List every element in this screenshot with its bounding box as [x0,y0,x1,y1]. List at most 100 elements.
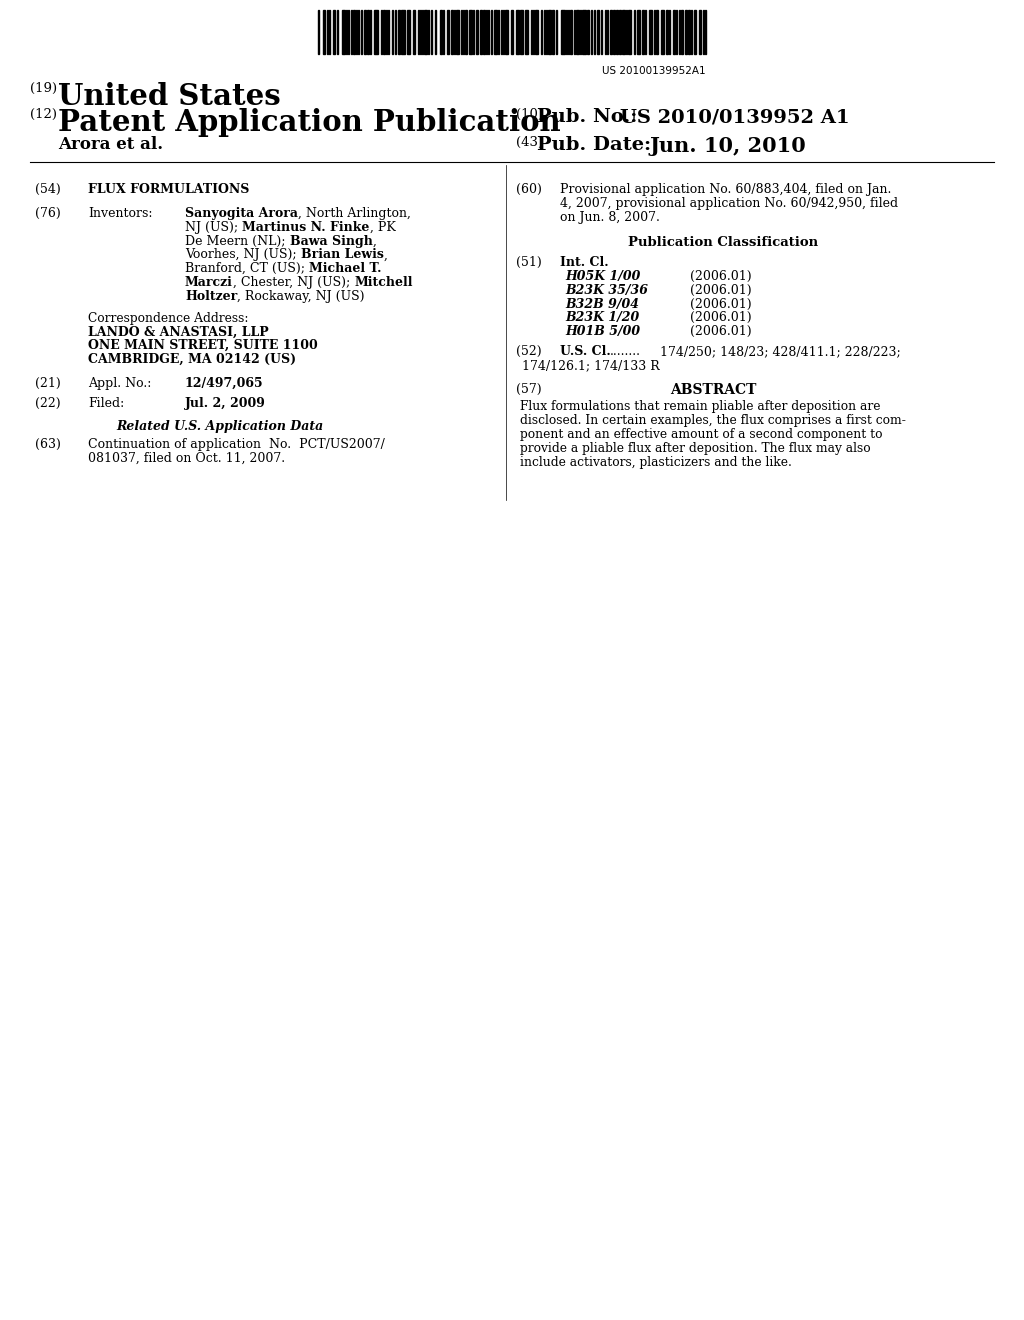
Bar [364,11,366,54]
Text: , PK: , PK [370,220,395,234]
Text: United States: United States [58,82,281,111]
Bar [548,11,551,54]
Bar [561,11,565,54]
Text: 4, 2007, provisional application No. 60/942,950, filed: 4, 2007, provisional application No. 60/… [560,197,898,210]
Text: include activators, plasticizers and the like.: include activators, plasticizers and the… [520,455,792,469]
Bar [582,11,586,54]
Text: H01B 5/00: H01B 5/00 [565,325,640,338]
Text: (10): (10) [516,108,543,121]
Text: (43): (43) [516,136,543,149]
Text: (2006.01): (2006.01) [690,312,752,325]
Text: NJ (US);: NJ (US); [185,220,242,234]
Bar [469,11,472,54]
Text: Holtzer: Holtzer [185,290,238,302]
Bar [525,11,528,54]
Bar [323,11,325,54]
Text: B23K 35/36: B23K 35/36 [565,284,648,297]
Text: Brian Lewis: Brian Lewis [301,248,384,261]
Bar [616,11,618,54]
Bar [642,11,644,54]
Text: (51): (51) [516,256,542,269]
Text: (54): (54) [35,183,60,195]
Text: 174/126.1; 174/133 R: 174/126.1; 174/133 R [522,359,660,372]
Text: Int. Cl.: Int. Cl. [560,256,608,269]
Text: (21): (21) [35,376,60,389]
Text: provide a pliable flux after deposition. The flux may also: provide a pliable flux after deposition.… [520,442,870,455]
Text: (2006.01): (2006.01) [690,284,752,297]
Text: H05K 1/00: H05K 1/00 [565,271,640,282]
Text: LANDO & ANASTASI, LLP: LANDO & ANASTASI, LLP [88,326,268,338]
Bar [440,11,442,54]
Bar [685,11,687,54]
Bar [656,11,658,54]
Bar [597,11,599,54]
Bar [383,11,385,54]
Text: (2006.01): (2006.01) [690,325,752,338]
Bar [628,11,631,54]
Bar [587,11,589,54]
Text: (12): (12) [30,108,57,121]
Bar [398,11,400,54]
Bar [520,11,523,54]
Text: Provisional application No. 60/883,404, filed on Jan.: Provisional application No. 60/883,404, … [560,183,891,195]
Text: (57): (57) [516,383,542,396]
Bar [637,11,640,54]
Text: Correspondence Address:: Correspondence Address: [88,312,249,325]
Text: 081037, filed on Oct. 11, 2007.: 081037, filed on Oct. 11, 2007. [88,451,285,465]
Text: , Rockaway, NJ (US): , Rockaway, NJ (US) [238,290,365,302]
Text: (22): (22) [35,396,60,409]
Text: ABSTRACT: ABSTRACT [670,383,757,396]
Bar [552,11,554,54]
Text: Jun. 10, 2010: Jun. 10, 2010 [650,136,807,156]
Bar [570,11,572,54]
Text: (2006.01): (2006.01) [690,297,752,310]
Text: Bawa Singh: Bawa Singh [290,235,373,248]
Bar [516,11,519,54]
Bar [451,11,453,54]
Text: Continuation of application  No.  PCT/US2007/: Continuation of application No. PCT/US20… [88,438,385,451]
Text: disclosed. In certain examples, the flux comprises a first com-: disclosed. In certain examples, the flux… [520,414,906,428]
Text: (76): (76) [35,207,60,220]
Bar [367,11,369,54]
Bar [353,11,355,54]
Text: B23K 1/20: B23K 1/20 [565,312,639,325]
Bar [447,11,449,54]
Bar [342,11,345,54]
Text: 12/497,065: 12/497,065 [185,376,263,389]
Text: Inventors:: Inventors: [88,207,153,220]
Text: B32B 9/04: B32B 9/04 [565,297,639,310]
Bar [407,11,410,54]
Text: on Jun. 8, 2007.: on Jun. 8, 2007. [560,211,659,223]
Text: Branford, CT (US);: Branford, CT (US); [185,263,309,275]
Text: Patent Application Publication: Patent Application Publication [58,108,560,137]
Bar [511,11,513,54]
Bar [649,11,652,54]
Text: (19): (19) [30,82,57,95]
Text: ponent and an effective amount of a second component to: ponent and an effective amount of a seco… [520,428,883,441]
Bar [480,11,482,54]
Text: ,: , [384,248,387,261]
Bar [622,11,625,54]
Bar [465,11,467,54]
Text: Appl. No.:: Appl. No.: [88,376,152,389]
Text: ,: , [373,235,376,248]
Text: (63): (63) [35,438,60,451]
Text: Jul. 2, 2009: Jul. 2, 2009 [185,396,266,409]
Bar [673,11,675,54]
Text: ........: ........ [610,345,641,358]
Bar [575,11,579,54]
Bar [688,11,690,54]
Text: ONE MAIN STREET, SUITE 1100: ONE MAIN STREET, SUITE 1100 [88,339,317,352]
Text: US 20100139952A1: US 20100139952A1 [602,66,706,77]
Text: Sanyogita Arora: Sanyogita Arora [185,207,298,220]
Text: 174/250; 148/23; 428/411.1; 228/223;: 174/250; 148/23; 428/411.1; 228/223; [660,345,901,358]
Bar [424,11,427,54]
Text: CAMBRIDGE, MA 02142 (US): CAMBRIDGE, MA 02142 (US) [88,352,296,366]
Text: Publication Classification: Publication Classification [628,236,818,249]
Bar [476,11,478,54]
Bar [618,11,621,54]
Text: Filed:: Filed: [88,396,124,409]
Text: Flux formulations that remain pliable after deposition are: Flux formulations that remain pliable af… [520,400,881,413]
Text: US 2010/0139952 A1: US 2010/0139952 A1 [620,108,850,125]
Text: Martinus N. Finke: Martinus N. Finke [242,220,370,234]
